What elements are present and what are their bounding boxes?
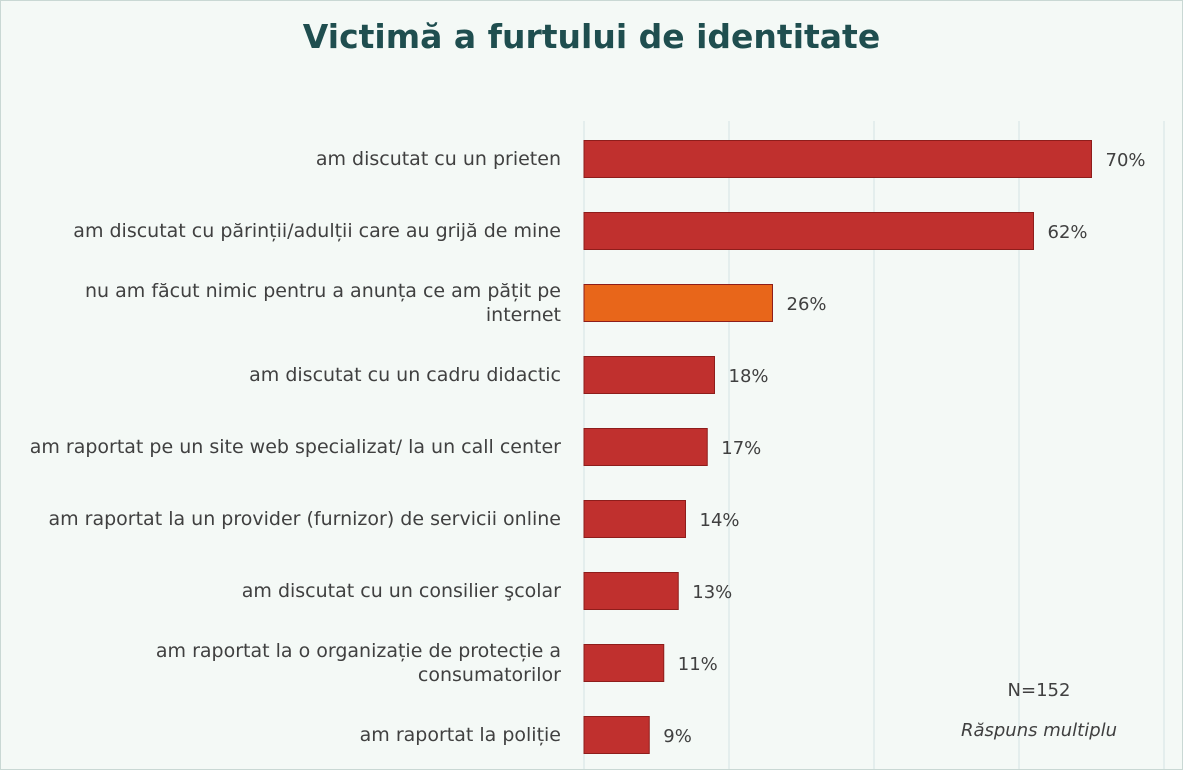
category-label: am raportat la un provider (furnizor) de… <box>48 508 561 530</box>
bar <box>583 212 1034 250</box>
bar <box>583 428 708 466</box>
value-label: 70% <box>1106 150 1146 171</box>
value-label: 17% <box>721 438 761 459</box>
annotation: N=152 <box>1008 680 1071 701</box>
category-label: am discutat cu părinții/adulții care au … <box>73 220 561 242</box>
chart-title: Victimă a furtului de identitate <box>302 17 881 56</box>
category-label: nu am făcut nimic pentru a anunța ce am … <box>85 280 561 326</box>
value-label: 62% <box>1048 222 1088 243</box>
value-label: 14% <box>700 510 740 531</box>
value-label: 26% <box>787 294 827 315</box>
bar <box>583 572 679 610</box>
bar <box>583 716 650 754</box>
bar <box>583 644 665 682</box>
bar <box>583 284 773 322</box>
category-label: am discutat cu un consilier şcolar <box>241 580 561 602</box>
category-label: am discutat cu un prieten <box>315 148 561 170</box>
category-label: am discutat cu un cadru didactic <box>249 364 561 386</box>
bar <box>583 356 715 394</box>
value-label: 9% <box>663 726 692 747</box>
value-label: 11% <box>678 654 718 675</box>
category-label: am raportat pe un site web specializat/ … <box>29 436 561 458</box>
bar <box>583 500 686 538</box>
value-label: 18% <box>729 366 769 387</box>
category-label: am raportat la poliție <box>359 724 561 746</box>
bar <box>583 140 1092 178</box>
annotation: Răspuns multiplu <box>961 720 1117 741</box>
value-label: 13% <box>692 582 732 603</box>
category-label: am raportat la o organizație de protecți… <box>155 640 561 686</box>
